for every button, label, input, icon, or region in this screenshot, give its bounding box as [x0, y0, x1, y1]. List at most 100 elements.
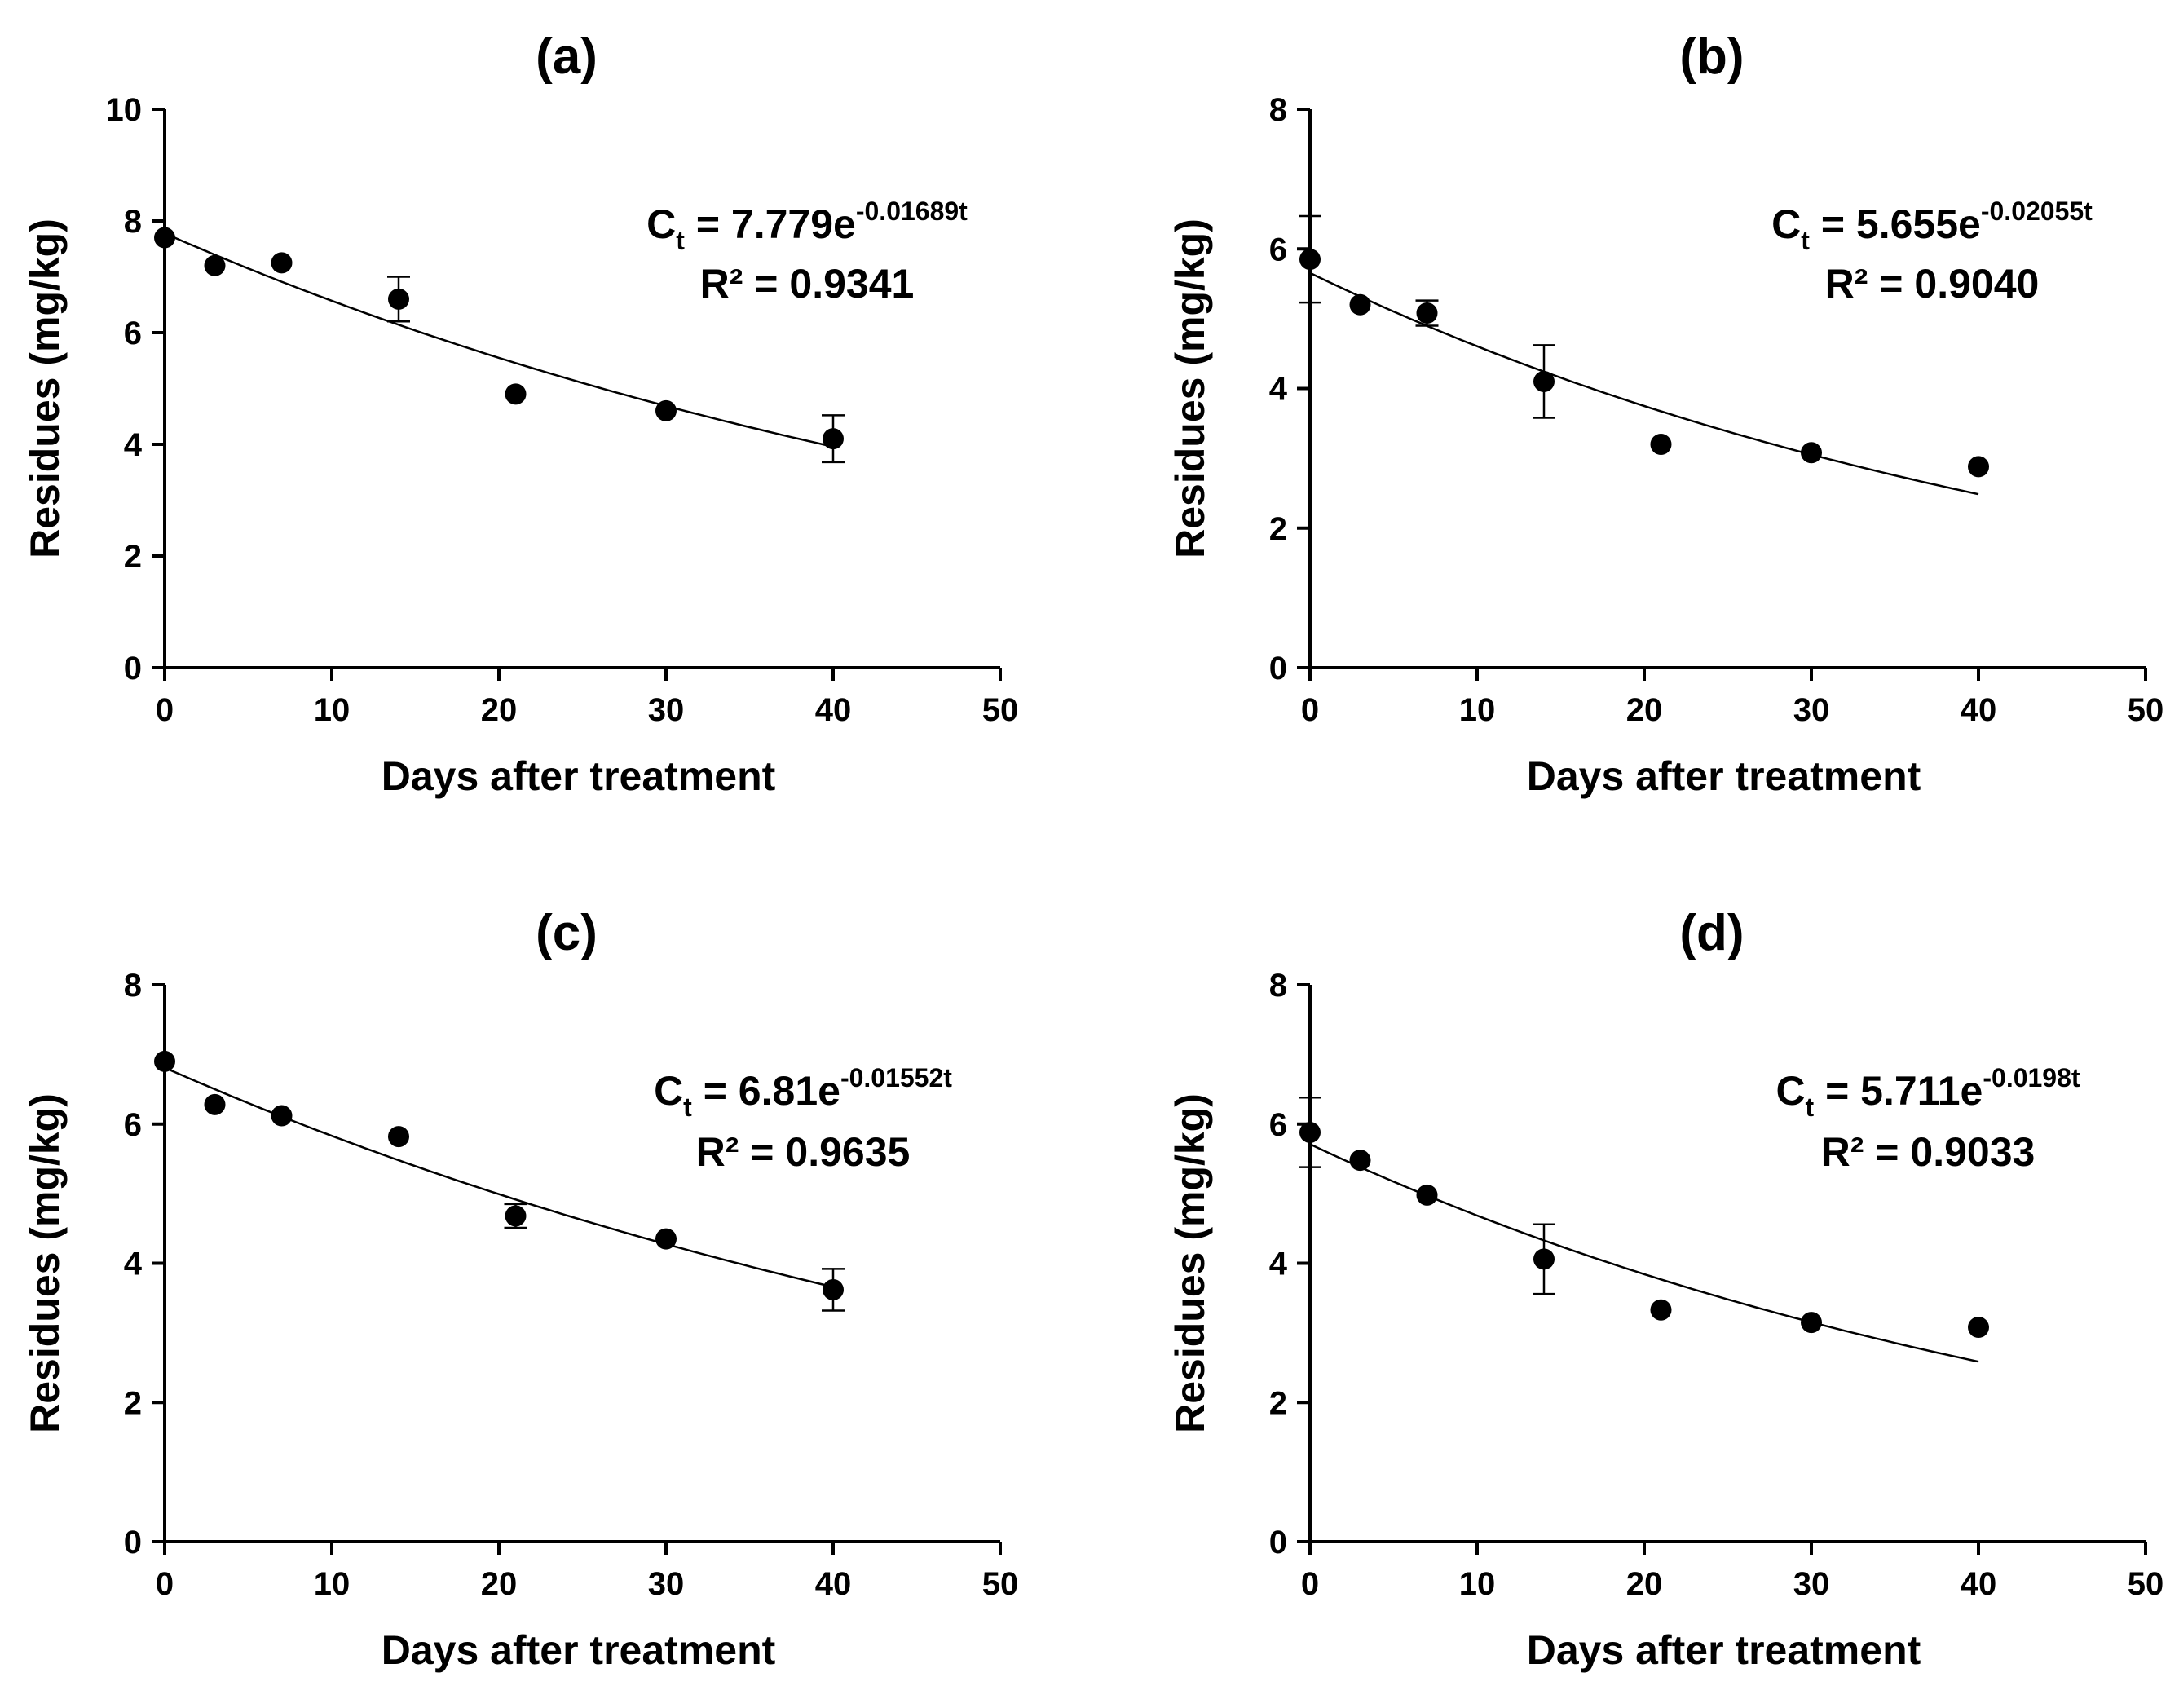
x-axis-title: Days after treatment: [382, 1627, 776, 1673]
x-tick-label: 20: [1626, 692, 1663, 728]
data-point: [1801, 442, 1822, 464]
y-tick-label: 2: [124, 539, 142, 575]
equation-rhs: = 5.655e: [1810, 201, 1981, 247]
fit-equation: Ct = 5.655e-0.02055t: [1771, 196, 2093, 255]
x-tick-label: 30: [1793, 1566, 1830, 1602]
data-point: [1416, 1184, 1438, 1206]
y-axis-title: Residues (mg/kg): [22, 218, 68, 558]
equation-lhs: C: [1775, 1068, 1805, 1114]
chart-panel-c: (c) 0 10 20 30 40 50 0 2 4 6 8 Days after treatment R…: [22, 905, 1018, 1673]
data-point: [271, 252, 293, 274]
x-tick-label: 40: [1961, 692, 1997, 728]
data-point: [388, 288, 409, 310]
data-point: [154, 1050, 175, 1072]
fit-equation: Ct = 6.81e-0.01552t: [654, 1063, 952, 1122]
data-point: [204, 1093, 226, 1115]
x-tick-label: 10: [1459, 1566, 1496, 1602]
y-tick-label: 0: [124, 651, 142, 686]
x-axis-title: Days after treatment: [1527, 753, 1921, 799]
x-tick-label: 40: [815, 1566, 852, 1602]
x-tick-label: 40: [1961, 1566, 1997, 1602]
data-point: [1349, 293, 1371, 316]
data-point: [388, 1126, 409, 1148]
x-tick-label: 40: [815, 692, 852, 728]
data-point: [823, 1278, 844, 1300]
x-tick-label: 20: [481, 1566, 518, 1602]
data-point: [1968, 456, 1989, 478]
y-tick-label: 0: [124, 1525, 142, 1560]
y-tick-label: 0: [1269, 1525, 1287, 1560]
x-tick-label: 20: [481, 692, 518, 728]
data-point: [655, 1228, 677, 1250]
fit-curve: [1309, 1143, 1979, 1363]
equation-exponent: -0.01689t: [856, 196, 968, 226]
y-tick-label: 8: [1269, 92, 1287, 128]
equation-lhs-subscript: t: [1806, 1092, 1815, 1122]
panel-title: (b): [1679, 29, 1744, 85]
x-tick-label: 0: [1301, 1566, 1319, 1602]
y-tick-label: 4: [1269, 1247, 1288, 1282]
y-tick-label: 8: [1269, 968, 1287, 1004]
equation-exponent: -0.02055t: [1981, 196, 2093, 226]
equation-exponent: -0.0198t: [1983, 1063, 2080, 1092]
x-tick-label: 30: [648, 692, 685, 728]
equation-lhs: C: [646, 201, 676, 247]
x-tick-label: 10: [1459, 692, 1496, 728]
x-tick-label: 0: [1301, 692, 1319, 728]
y-tick-label: 0: [1269, 651, 1287, 686]
chart-panel-b: (b) 0 10 20 30 40 50 0 2 4 6 8 Days after treatment R…: [1167, 29, 2164, 799]
chart-panel-a: (a) 0 10 20 30 40 50 0 2 4 6 8 10 Days after treatmen…: [22, 29, 1018, 799]
x-tick-label: 50: [2128, 1566, 2164, 1602]
y-tick-label: 6: [124, 1107, 142, 1143]
x-tick-label: 10: [314, 692, 351, 728]
data-point: [154, 227, 175, 249]
data-point: [204, 254, 226, 276]
x-tick-label: 50: [982, 692, 1019, 728]
x-tick-label: 20: [1626, 1566, 1663, 1602]
x-tick-label: 0: [156, 1566, 174, 1602]
y-tick-label: 8: [124, 968, 142, 1004]
r-squared-label: R² = 0.9033: [1821, 1129, 2036, 1175]
equation-exponent: -0.01552t: [840, 1063, 952, 1092]
y-tick-label: 2: [124, 1385, 142, 1421]
fit-equation: Ct = 5.711e-0.0198t: [1775, 1063, 2080, 1122]
data-point: [1801, 1312, 1822, 1334]
data-point: [1533, 370, 1555, 392]
equation-rhs: = 5.711e: [1814, 1068, 1983, 1114]
y-tick-label: 4: [1269, 372, 1288, 408]
data-point: [1968, 1317, 1989, 1339]
panel-title: (a): [536, 29, 598, 85]
equation-rhs: = 7.779e: [685, 201, 856, 247]
data-point: [505, 1205, 527, 1227]
data-point: [1299, 1121, 1321, 1143]
y-tick-label: 4: [124, 1247, 143, 1282]
x-tick-label: 50: [2128, 692, 2164, 728]
x-tick-label: 10: [314, 1566, 351, 1602]
x-tick-label: 0: [156, 692, 174, 728]
data-point: [823, 428, 844, 450]
y-axis-title: Residues (mg/kg): [1167, 218, 1213, 558]
equation-lhs: C: [1771, 201, 1801, 247]
data-point: [655, 399, 677, 421]
y-tick-label: 2: [1269, 511, 1287, 547]
y-tick-label: 8: [124, 204, 142, 240]
chart-panel-d: (d) 0 10 20 30 40 50 0 2 4 6 8 Days after treatment R…: [1167, 905, 2164, 1673]
x-tick-label: 50: [982, 1566, 1019, 1602]
data-point: [1416, 302, 1438, 324]
y-tick-label: 10: [106, 92, 143, 128]
fit-equation: Ct = 7.779e-0.01689t: [646, 196, 968, 255]
equation-lhs-subscript: t: [676, 226, 685, 255]
equation-rhs: = 6.81e: [692, 1068, 840, 1114]
equation-lhs-subscript: t: [683, 1092, 692, 1122]
data-point: [271, 1105, 293, 1127]
y-tick-label: 2: [1269, 1385, 1287, 1421]
y-axis-title: Residues (mg/kg): [1167, 1093, 1213, 1433]
y-tick-label: 6: [1269, 1107, 1287, 1143]
r-squared-label: R² = 0.9341: [700, 261, 915, 307]
x-tick-label: 30: [1793, 692, 1830, 728]
data-point: [1533, 1248, 1555, 1270]
r-squared-label: R² = 0.9635: [696, 1129, 911, 1175]
y-tick-label: 4: [124, 427, 143, 463]
panel-title: (d): [1679, 905, 1744, 961]
